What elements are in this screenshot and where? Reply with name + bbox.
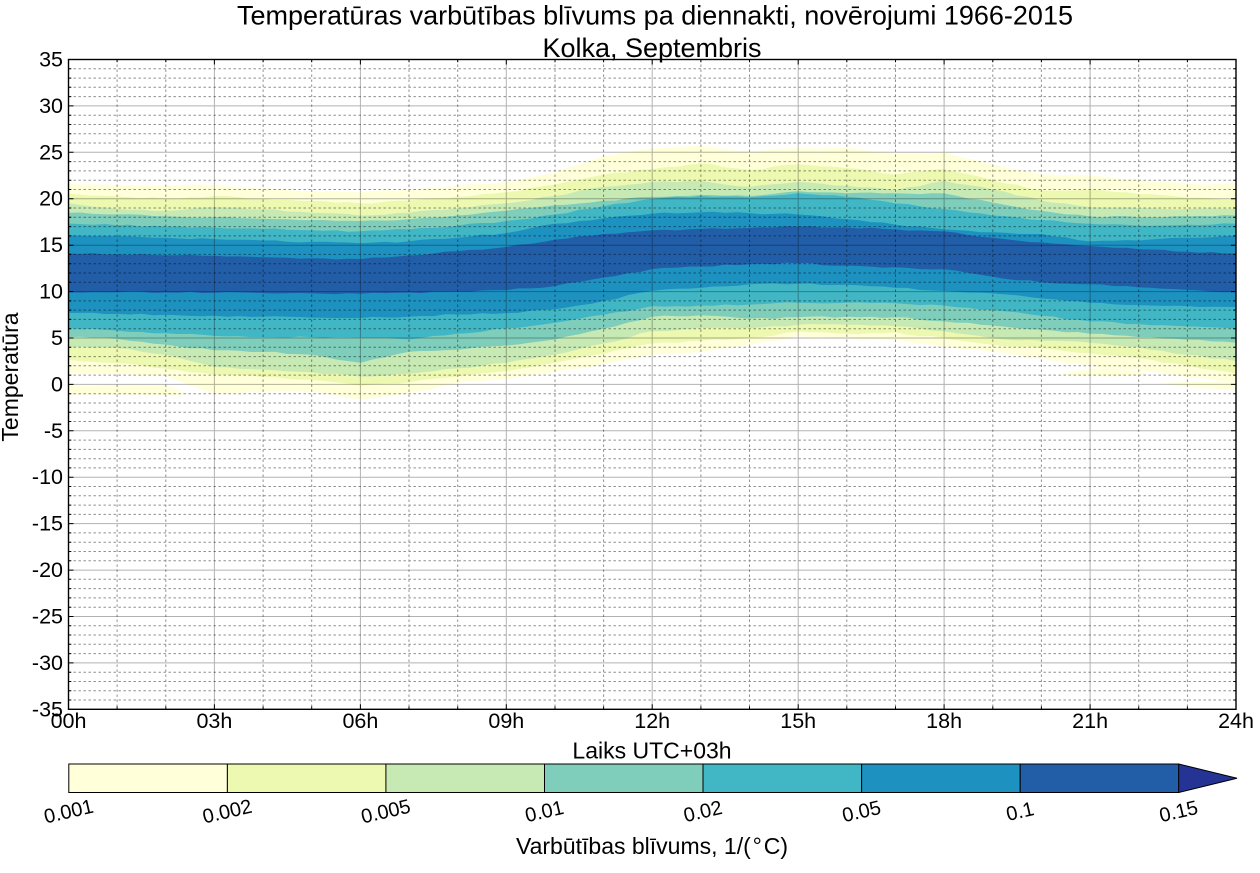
svg-text:Laiks UTC+03h: Laiks UTC+03h: [572, 738, 731, 764]
svg-text:-5: -5: [44, 419, 63, 443]
svg-text:20: 20: [39, 187, 63, 211]
svg-text:09h: 09h: [488, 709, 524, 733]
svg-text:-10: -10: [32, 465, 63, 489]
svg-text:Temperatūras varbūtības blīvum: Temperatūras varbūtības blīvums pa dienn…: [237, 1, 1073, 31]
svg-text:12h: 12h: [634, 709, 670, 733]
svg-text:35: 35: [39, 48, 63, 72]
svg-text:-35: -35: [32, 697, 63, 721]
svg-text:10: 10: [39, 280, 63, 304]
svg-text:03h: 03h: [196, 709, 232, 733]
svg-text:21h: 21h: [1072, 709, 1108, 733]
svg-text:-25: -25: [32, 605, 63, 629]
svg-text:Varbūtības blīvums, 1/( ° C): Varbūtības blīvums, 1/( ° C): [516, 833, 788, 859]
svg-text:06h: 06h: [342, 709, 378, 733]
svg-text:24h: 24h: [1218, 709, 1254, 733]
svg-text:0: 0: [51, 372, 63, 396]
svg-text:15h: 15h: [780, 709, 816, 733]
svg-text:5: 5: [51, 326, 63, 350]
svg-text:Temperatūra: Temperatūra: [0, 312, 23, 441]
svg-text:-30: -30: [32, 651, 63, 675]
svg-text:15: 15: [39, 233, 63, 257]
svg-text:25: 25: [39, 140, 63, 164]
svg-text:Kolka, Septembris: Kolka, Septembris: [542, 33, 761, 63]
svg-text:-20: -20: [32, 558, 63, 582]
svg-text:00h: 00h: [51, 709, 87, 733]
svg-text:18h: 18h: [926, 709, 962, 733]
svg-text:30: 30: [39, 94, 63, 118]
svg-text:-15: -15: [32, 512, 63, 536]
